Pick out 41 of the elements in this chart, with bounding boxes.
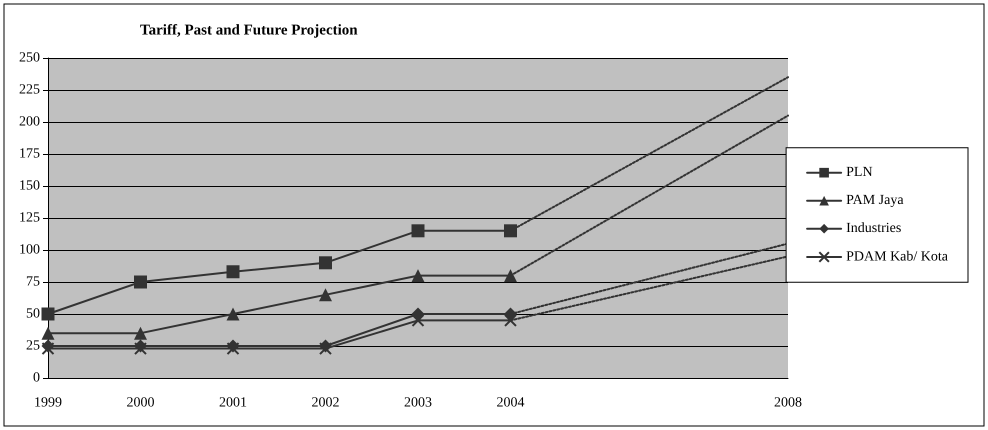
point (412, 224, 424, 238)
x-tick-label: 2004 (496, 396, 524, 410)
legend-label: PDAM Kab/ Kota (846, 250, 949, 264)
point (412, 269, 424, 282)
point (319, 342, 332, 356)
y-tick-label: 50 (26, 306, 40, 322)
y-tick-label: 175 (19, 146, 40, 162)
point (319, 288, 332, 302)
chart-title: Tariff, Past and Future Projection (140, 22, 358, 38)
legend-label: Industries (846, 221, 902, 236)
y-tick-label: 150 (19, 178, 40, 194)
point (504, 269, 517, 282)
point (319, 256, 332, 270)
point (42, 326, 54, 340)
y-tick-label: 225 (19, 82, 40, 98)
x-tick-label: 2003 (404, 396, 432, 410)
legend-label: PLN (846, 165, 873, 180)
point (134, 276, 147, 288)
y-tick-label: 250 (19, 50, 40, 66)
y-tick-label: 25 (26, 338, 40, 354)
point (134, 326, 147, 340)
y-tick-label: 125 (19, 210, 40, 226)
point (134, 342, 147, 356)
point (504, 224, 517, 238)
x-tick-label: 1999 (34, 396, 62, 410)
x-tick-label: 2002 (312, 396, 340, 410)
point (42, 308, 54, 320)
y-tick-label: 100 (19, 242, 40, 258)
y-tick-label: 0 (33, 370, 40, 386)
point (504, 314, 517, 327)
legend-label: PAM Jaya (846, 193, 904, 208)
point (226, 308, 240, 320)
point (42, 342, 54, 356)
x-tick-label: 2008 (774, 396, 802, 410)
x-tick-label: 2001 (219, 396, 247, 410)
point (226, 342, 240, 356)
x-tick-label: 2000 (126, 396, 154, 410)
point (226, 265, 240, 278)
y-tick-label: 200 (19, 114, 40, 130)
point (412, 314, 424, 327)
y-tick-label: 75 (26, 274, 40, 290)
